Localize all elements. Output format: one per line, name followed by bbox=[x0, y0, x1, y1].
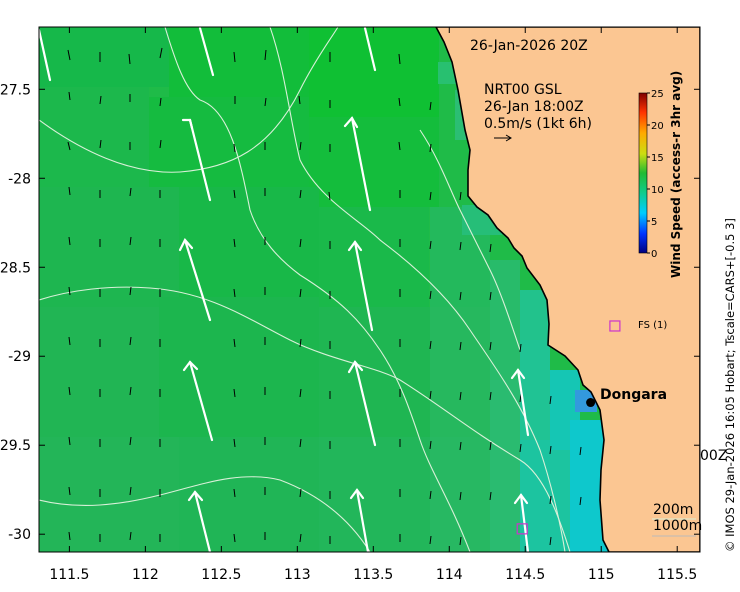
colorbar-tick-label: 15 bbox=[651, 153, 664, 164]
x-tick-label: 114 bbox=[436, 567, 463, 583]
town-label: Dongara bbox=[600, 387, 667, 403]
depth-label-1000: 1000m bbox=[653, 518, 702, 534]
x-tick-label: 112.5 bbox=[201, 567, 241, 583]
x-tick-label: 113 bbox=[284, 567, 311, 583]
x-tick-label: 112 bbox=[132, 567, 159, 583]
colorbar-tick-label: 20 bbox=[651, 121, 664, 132]
station-marker-2 bbox=[516, 523, 528, 535]
depth-label-200: 200m bbox=[653, 502, 693, 518]
x-tick-label: 115.5 bbox=[657, 567, 697, 583]
colorbar-tick-label: 25 bbox=[651, 89, 664, 100]
colorbar-tick-label: 0 bbox=[651, 249, 657, 260]
contour-lines bbox=[39, 27, 571, 552]
legend-source: NRT00 GSL bbox=[484, 82, 562, 98]
legend-scale: 0.5m/s (1kt 6h) bbox=[484, 116, 592, 132]
land-mass bbox=[435, 27, 700, 552]
y-tick-label: -28 bbox=[8, 171, 31, 187]
y-axis: 27.5 -28 28.5 -29 29.5 -30 bbox=[0, 82, 700, 543]
colorbar-gradient bbox=[638, 92, 648, 254]
colorbar-tick-label: 10 bbox=[651, 185, 664, 196]
y-tick-label: 29.5 bbox=[0, 438, 31, 454]
wind-arrows-small bbox=[67, 47, 582, 546]
x-axis: 111.5 112 112.5 113 113.5 114 114.5 115 115.5 bbox=[49, 27, 697, 583]
map-title: 26-Jan-2026 20Z bbox=[470, 38, 588, 54]
y-tick-label: -29 bbox=[8, 349, 31, 365]
x-tick-label: 114.5 bbox=[505, 567, 545, 583]
y-tick-label: 28.5 bbox=[0, 260, 31, 276]
town-marker bbox=[586, 398, 596, 408]
x-tick-label: 115 bbox=[588, 567, 615, 583]
x-tick-label: 111.5 bbox=[49, 567, 89, 583]
legend-time: 26-Jan 18:00Z bbox=[484, 99, 584, 115]
colorbar-tick-label: 5 bbox=[651, 217, 657, 228]
colorbar-ticks: 25 20 15 10 5 0 bbox=[647, 89, 664, 260]
x-tick-label: 113.5 bbox=[353, 567, 393, 583]
colorbar-label: Wind Speed (access-r 3hr avg) bbox=[669, 71, 683, 278]
legend-arrow-icon bbox=[494, 134, 512, 142]
station-marker bbox=[609, 320, 621, 332]
clipped-label: 00Z bbox=[700, 448, 727, 464]
station-label: FS (1) bbox=[638, 320, 667, 331]
y-tick-label: -30 bbox=[8, 527, 31, 543]
plot-frame bbox=[38, 26, 701, 553]
credit-text: © IMOS 29-Jan-2026 16:05 Hobart; Tscale=… bbox=[723, 218, 737, 552]
y-tick-label: 27.5 bbox=[0, 82, 31, 98]
